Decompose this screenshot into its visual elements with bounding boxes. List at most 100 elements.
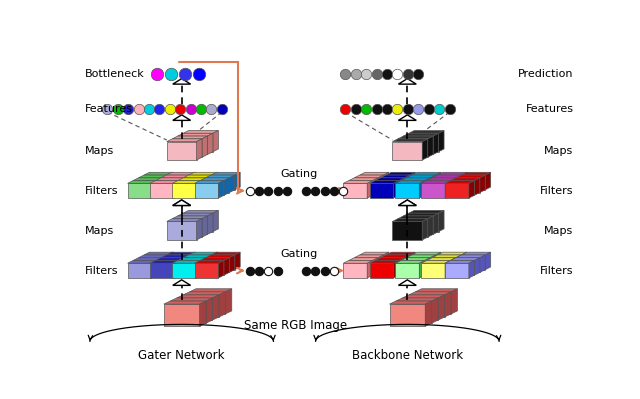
Polygon shape [370, 263, 394, 278]
Polygon shape [432, 258, 456, 273]
Polygon shape [401, 178, 430, 181]
Polygon shape [138, 255, 168, 258]
Polygon shape [177, 295, 219, 298]
Polygon shape [451, 181, 474, 196]
Polygon shape [427, 258, 456, 261]
Polygon shape [212, 172, 218, 190]
Polygon shape [403, 298, 438, 320]
Polygon shape [398, 219, 428, 237]
Polygon shape [399, 258, 404, 275]
Polygon shape [456, 175, 485, 178]
Polygon shape [179, 178, 185, 196]
Polygon shape [205, 175, 235, 178]
Polygon shape [200, 301, 206, 326]
Polygon shape [403, 213, 438, 216]
Polygon shape [152, 181, 157, 198]
Polygon shape [156, 258, 185, 261]
Text: Gater Network: Gater Network [138, 349, 225, 362]
Polygon shape [445, 181, 451, 198]
Polygon shape [456, 258, 480, 273]
Polygon shape [349, 261, 372, 275]
Polygon shape [225, 289, 232, 314]
Polygon shape [178, 261, 202, 275]
Polygon shape [396, 181, 425, 184]
Polygon shape [421, 261, 451, 263]
Polygon shape [173, 261, 179, 278]
Polygon shape [150, 184, 173, 198]
Polygon shape [433, 133, 438, 154]
Polygon shape [438, 295, 445, 320]
Polygon shape [480, 175, 485, 193]
Polygon shape [178, 216, 207, 234]
Polygon shape [205, 178, 229, 193]
Polygon shape [355, 255, 383, 258]
Polygon shape [403, 133, 438, 136]
Polygon shape [396, 263, 419, 278]
Polygon shape [349, 178, 378, 181]
Polygon shape [461, 172, 467, 190]
Polygon shape [172, 139, 202, 157]
Polygon shape [218, 261, 224, 278]
Polygon shape [451, 258, 456, 275]
Polygon shape [138, 175, 168, 178]
Polygon shape [167, 142, 196, 160]
Polygon shape [428, 216, 433, 237]
Polygon shape [224, 258, 229, 275]
Polygon shape [392, 219, 428, 221]
Polygon shape [421, 184, 445, 198]
Polygon shape [422, 139, 428, 160]
Polygon shape [202, 258, 207, 275]
Polygon shape [451, 178, 480, 181]
Polygon shape [127, 184, 152, 198]
Polygon shape [196, 181, 202, 198]
Polygon shape [173, 115, 191, 120]
Polygon shape [344, 184, 367, 198]
Polygon shape [386, 175, 410, 190]
Polygon shape [375, 181, 399, 196]
Polygon shape [396, 261, 425, 263]
Polygon shape [461, 255, 485, 270]
Polygon shape [432, 178, 456, 193]
Polygon shape [133, 261, 157, 275]
Polygon shape [177, 298, 212, 320]
Polygon shape [133, 258, 163, 261]
Polygon shape [474, 178, 480, 196]
Polygon shape [172, 216, 207, 219]
Polygon shape [370, 184, 394, 198]
Polygon shape [127, 261, 157, 263]
Polygon shape [161, 258, 185, 273]
Polygon shape [138, 258, 163, 273]
Polygon shape [399, 79, 416, 84]
Polygon shape [144, 255, 168, 270]
Polygon shape [207, 213, 213, 234]
Text: Features: Features [85, 104, 133, 115]
Polygon shape [206, 298, 212, 323]
Polygon shape [410, 252, 415, 270]
Polygon shape [212, 252, 218, 270]
Polygon shape [360, 175, 383, 190]
Polygon shape [200, 261, 224, 275]
Text: Filters: Filters [85, 186, 118, 196]
Polygon shape [202, 178, 207, 196]
Polygon shape [451, 258, 480, 261]
Polygon shape [133, 178, 163, 181]
Polygon shape [406, 255, 436, 258]
Polygon shape [355, 175, 383, 178]
Polygon shape [138, 178, 163, 193]
Polygon shape [409, 130, 444, 133]
Polygon shape [485, 252, 491, 270]
Polygon shape [425, 178, 430, 196]
Polygon shape [183, 175, 212, 178]
Polygon shape [370, 181, 399, 184]
Polygon shape [404, 175, 410, 193]
Text: Maps: Maps [544, 146, 573, 156]
Polygon shape [431, 298, 438, 323]
Polygon shape [229, 255, 235, 273]
Polygon shape [185, 175, 190, 193]
Polygon shape [164, 301, 206, 304]
Polygon shape [412, 172, 441, 175]
Polygon shape [360, 255, 383, 270]
Polygon shape [183, 258, 207, 273]
Polygon shape [144, 175, 168, 190]
Polygon shape [378, 255, 383, 273]
